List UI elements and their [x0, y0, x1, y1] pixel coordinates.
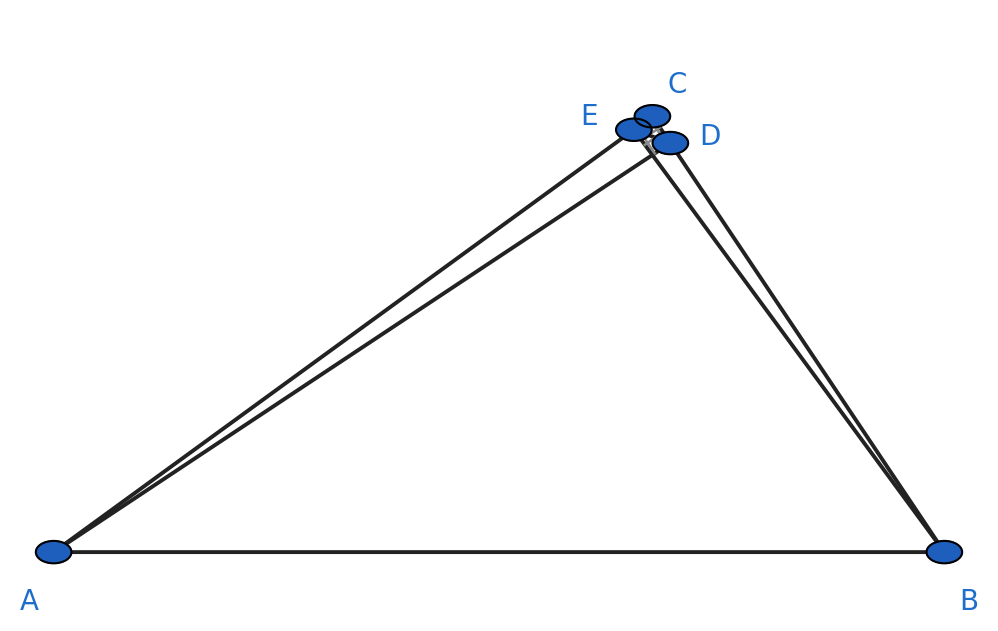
Text: C: C	[668, 71, 687, 99]
Text: E: E	[581, 103, 598, 131]
Text: D: D	[700, 123, 721, 151]
Text: A: A	[19, 588, 38, 616]
Circle shape	[616, 119, 652, 141]
Circle shape	[653, 132, 689, 154]
Circle shape	[36, 541, 72, 563]
Circle shape	[926, 541, 962, 563]
Text: B: B	[959, 588, 979, 616]
Circle shape	[635, 105, 671, 127]
